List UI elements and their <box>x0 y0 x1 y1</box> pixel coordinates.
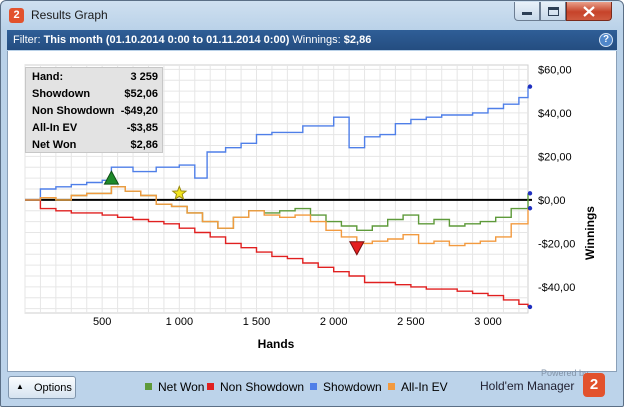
stat-label: Showdown <box>32 88 91 100</box>
y-tick-label: -$20,00 <box>538 238 575 250</box>
legend-swatch <box>388 383 395 390</box>
filter-prefix: Filter: <box>13 34 41 46</box>
winnings-value: $2,86 <box>343 34 372 46</box>
options-button-label: Options <box>34 382 72 394</box>
low-marker-triangle-icon <box>348 241 365 256</box>
legend-all-in-ev[interactable]: All-In EV <box>388 380 448 394</box>
star-marker-icon <box>171 185 188 201</box>
legend-swatch <box>207 383 214 390</box>
legend-showdown[interactable]: Showdown <box>310 380 382 394</box>
close-icon <box>583 5 595 17</box>
powered-by-text: Powered by <box>541 368 589 378</box>
maximize-icon <box>547 6 559 16</box>
winnings-label: Winnings: <box>292 34 341 46</box>
x-tick-label: 2 500 <box>397 316 425 328</box>
y-tick-label: $0,00 <box>538 195 566 207</box>
x-tick-label: 2 000 <box>320 316 348 328</box>
options-button[interactable]: ▲ Options <box>8 376 76 399</box>
series-line-showdown <box>25 86 529 201</box>
stat-value: $2,86 <box>128 139 158 151</box>
y-tick-label: -$40,00 <box>538 282 575 294</box>
series-end-point <box>527 191 533 196</box>
legend-swatch <box>145 383 152 390</box>
legend-label: Non Showdown <box>220 380 305 394</box>
window-title: Results Graph <box>31 8 108 22</box>
stat-value: -$3,85 <box>124 122 158 134</box>
y-tick-label: $20,00 <box>538 151 572 163</box>
status-bar: ▲ Options Net Won Non Showdown Showdown … <box>1 368 623 406</box>
stat-label: Hand: <box>32 71 64 83</box>
x-tick-label: 500 <box>93 316 111 328</box>
series-line-non-showdown <box>25 199 529 307</box>
stat-label: Net Won <box>32 139 77 151</box>
brand-logo-icon: 2 <box>583 373 605 397</box>
chevron-up-icon: ▲ <box>16 382 24 391</box>
legend-label: Showdown <box>323 380 382 394</box>
minimize-button[interactable] <box>514 2 540 21</box>
title-bar[interactable]: 2 Results Graph <box>1 1 623 29</box>
filter-bar: Filter: This month (01.10.2014 0:00 to 0… <box>7 30 617 50</box>
stat-row-hand: Hand: 3 259 <box>26 69 164 86</box>
y-tick-label: $40,00 <box>538 108 572 120</box>
close-button[interactable] <box>566 2 612 21</box>
stat-row-non-showdown: Non Showdown -$49,20 <box>26 103 164 120</box>
peak-marker-triangle-icon <box>103 170 120 185</box>
minimize-icon <box>522 12 532 15</box>
y-tick-label: $60,00 <box>538 64 572 76</box>
maximize-button[interactable] <box>540 2 566 21</box>
x-tick-label: 1 500 <box>243 316 271 328</box>
stat-row-all-in-ev: All-In EV -$3,85 <box>26 120 164 137</box>
x-tick-label: 1 000 <box>166 316 194 328</box>
filter-range[interactable]: This month (01.10.2014 0:00 to 01.11.201… <box>43 34 290 46</box>
brand-name: Hold'em Manager <box>480 379 575 393</box>
stats-summary-box: Hand: 3 259 Showdown $52,06 Non Showdown… <box>25 67 163 153</box>
legend-non-showdown[interactable]: Non Showdown <box>207 380 304 394</box>
stat-row-showdown: Showdown $52,06 <box>26 86 164 103</box>
y-axis-title: Winnings <box>583 206 597 260</box>
stat-row-net-won: Net Won $2,86 <box>26 137 164 154</box>
legend-swatch <box>310 383 317 390</box>
stat-value: $52,06 <box>122 88 158 100</box>
app-logo-icon: 2 <box>9 8 24 23</box>
stat-label: Non Showdown <box>32 105 115 117</box>
series-end-point <box>527 304 533 310</box>
stat-label: All-In EV <box>32 122 78 134</box>
legend-label: All-In EV <box>401 380 448 394</box>
x-tick-label: 3 000 <box>474 316 502 328</box>
x-axis-title: Hands <box>258 337 295 351</box>
series-line-all-in-ev <box>25 186 529 247</box>
stat-value: 3 259 <box>128 71 158 83</box>
series-end-point <box>527 206 533 211</box>
legend-net-won[interactable]: Net Won <box>145 380 204 394</box>
legend-label: Net Won <box>158 380 205 394</box>
series-end-point <box>527 84 533 89</box>
help-icon[interactable]: ? <box>599 33 613 47</box>
stat-value: -$49,20 <box>118 105 158 117</box>
